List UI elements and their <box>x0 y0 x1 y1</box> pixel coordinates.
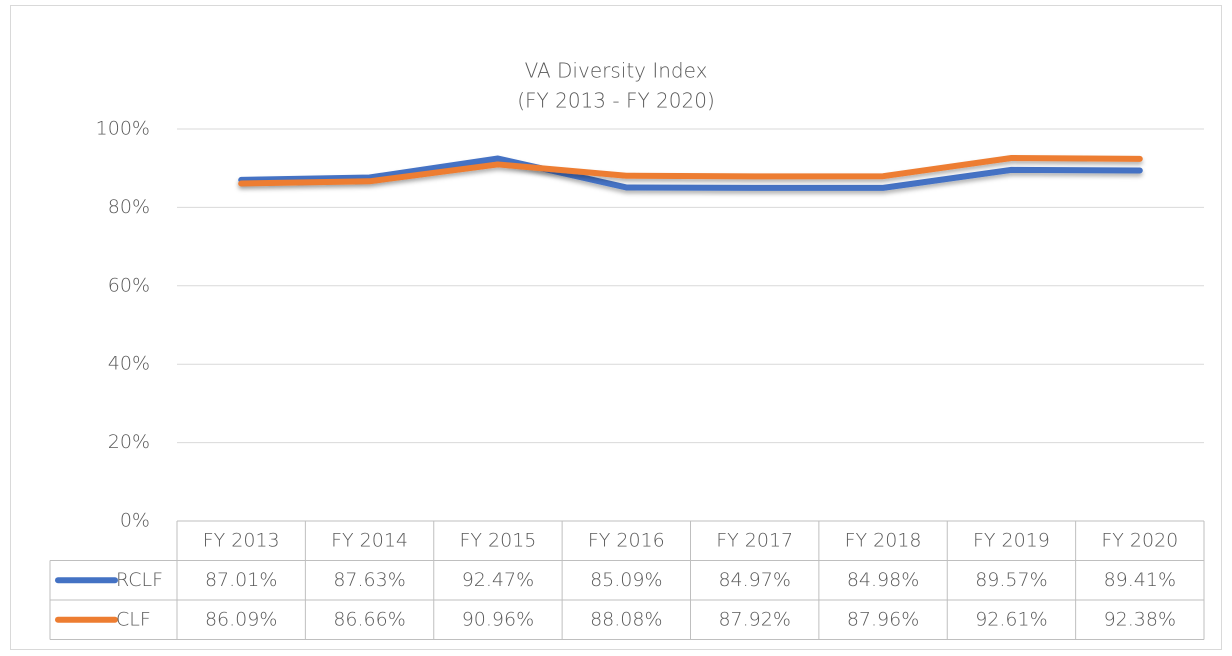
legend-label: RCLF <box>116 569 163 591</box>
y-tick-label: 0% <box>120 510 150 532</box>
y-tick-label: 40% <box>108 353 150 375</box>
data-label: 92.61% <box>975 608 1047 630</box>
data-label: 87.96% <box>847 608 919 630</box>
x-tick-label: FY 2018 <box>845 529 922 551</box>
data-label: 86.66% <box>333 608 405 630</box>
data-label: 87.92% <box>718 608 790 630</box>
x-tick-label: FY 2019 <box>973 529 1050 551</box>
y-tick-label: 20% <box>108 431 150 453</box>
data-label: 92.38% <box>1104 608 1176 630</box>
y-tick-label: 80% <box>108 196 150 218</box>
y-tick-label: 100% <box>96 118 150 140</box>
data-label: 86.09% <box>205 608 277 630</box>
data-label: 85.09% <box>590 569 662 591</box>
chart-subtitle: (FY 2013 - FY 2020) <box>517 89 715 113</box>
chart-border <box>10 5 1222 650</box>
data-label: 88.08% <box>590 608 662 630</box>
x-tick-label: FY 2015 <box>459 529 536 551</box>
data-label: 90.96% <box>462 608 534 630</box>
data-label: 89.57% <box>975 569 1047 591</box>
data-label: 92.47% <box>462 569 534 591</box>
x-tick-label: FY 2013 <box>203 529 280 551</box>
x-tick-label: FY 2020 <box>1101 529 1178 551</box>
x-tick-label: FY 2016 <box>588 529 665 551</box>
y-tick-label: 60% <box>108 274 150 296</box>
data-label: 84.97% <box>718 569 790 591</box>
data-label: 89.41% <box>1104 569 1176 591</box>
x-tick-label: FY 2017 <box>716 529 793 551</box>
legend-label: CLF <box>116 608 151 630</box>
chart-title: VA Diversity Index <box>525 59 708 83</box>
data-label: 84.98% <box>847 569 919 591</box>
x-tick-label: FY 2014 <box>331 529 408 551</box>
data-label: 87.01% <box>205 569 277 591</box>
data-label: 87.63% <box>333 569 405 591</box>
series-line <box>238 154 1143 187</box>
series-line <box>238 155 1143 191</box>
